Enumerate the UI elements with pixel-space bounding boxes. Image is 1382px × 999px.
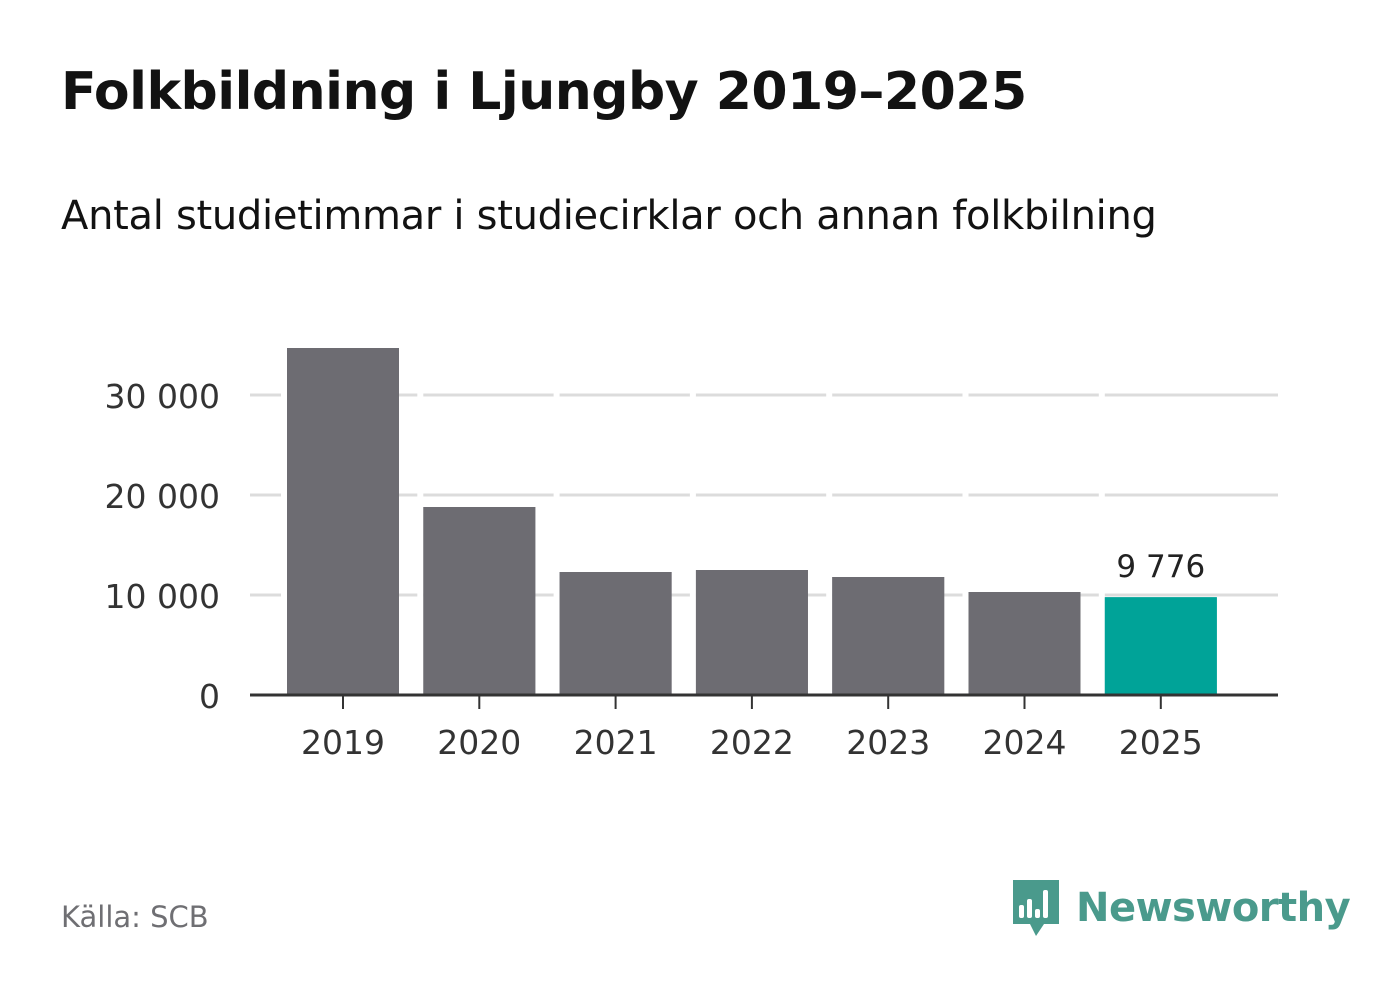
bar xyxy=(695,570,808,695)
bar xyxy=(559,572,672,695)
bar-gap xyxy=(962,315,969,695)
x-tick-label: 2023 xyxy=(846,723,930,762)
x-tick-label: 2020 xyxy=(437,723,521,762)
x-tick-label: 2021 xyxy=(574,723,658,762)
y-tick-label: 20 000 xyxy=(105,477,220,516)
y-tick-label: 0 xyxy=(199,677,220,716)
newsworthy-logo-icon xyxy=(1013,880,1059,936)
x-tick-label: 2022 xyxy=(710,723,794,762)
source-credit: Källa: SCB xyxy=(61,900,209,934)
bar-gap xyxy=(553,315,560,695)
bar xyxy=(968,592,1081,695)
newsworthy-logo-text: Newsworthy xyxy=(1076,885,1351,931)
bar-gap xyxy=(281,315,287,695)
bar xyxy=(832,577,945,695)
bar xyxy=(423,507,536,695)
y-tick-label: 30 000 xyxy=(105,377,220,416)
x-tick-label: 2019 xyxy=(301,723,385,762)
x-tick-label: 2025 xyxy=(1119,723,1203,762)
bar-gap xyxy=(689,315,696,695)
bar-highlight xyxy=(1104,597,1217,695)
data-label: 9 776 xyxy=(1116,549,1205,585)
newsworthy-logo: Newsworthy xyxy=(1010,878,1351,938)
chart-title: Folkbildning i Ljungby 2019–2025 xyxy=(61,62,1027,122)
bar-gap xyxy=(826,315,833,695)
bar-gap xyxy=(417,315,424,695)
chart-subtitle: Antal studietimmar i studiecirklar och a… xyxy=(61,193,1157,239)
y-tick-label: 10 000 xyxy=(105,577,220,616)
bar xyxy=(287,348,399,695)
x-tick-label: 2024 xyxy=(983,723,1067,762)
bar-gap xyxy=(1098,315,1105,695)
